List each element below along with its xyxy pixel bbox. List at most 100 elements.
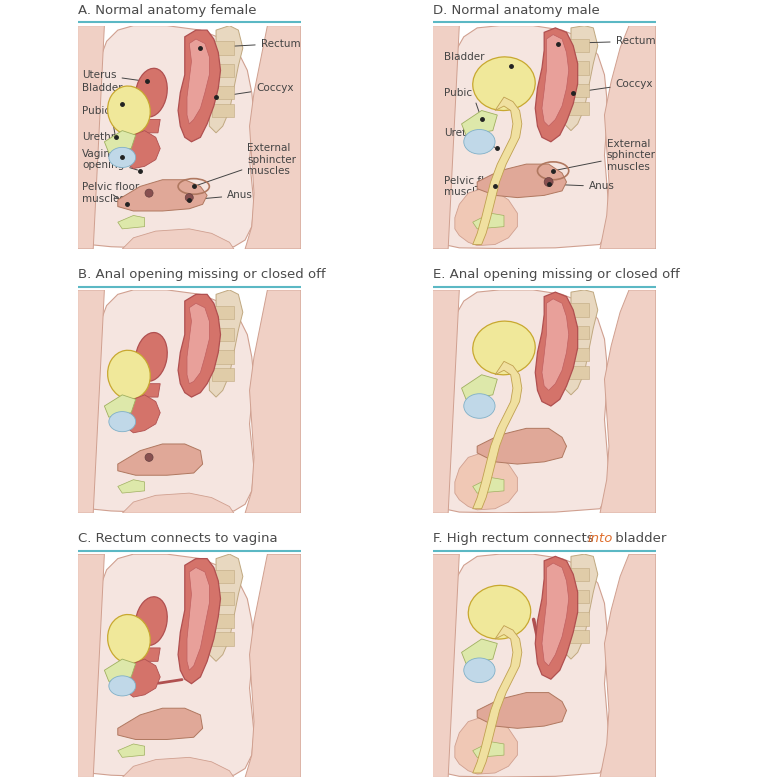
Polygon shape <box>478 428 566 464</box>
Ellipse shape <box>109 676 136 696</box>
Polygon shape <box>211 41 234 55</box>
Text: Pelvic floor
muscles: Pelvic floor muscles <box>443 175 501 197</box>
Text: Pelvic floor
muscles: Pelvic floor muscles <box>82 182 139 204</box>
Polygon shape <box>455 189 518 246</box>
Polygon shape <box>433 26 459 249</box>
Polygon shape <box>105 131 136 153</box>
Polygon shape <box>211 615 234 628</box>
Polygon shape <box>122 131 160 168</box>
Polygon shape <box>209 26 243 133</box>
Polygon shape <box>439 290 609 513</box>
Polygon shape <box>473 626 522 773</box>
Polygon shape <box>566 61 589 75</box>
Ellipse shape <box>464 658 495 683</box>
Ellipse shape <box>464 394 495 418</box>
Polygon shape <box>564 26 598 131</box>
Text: Pubic bone: Pubic bone <box>443 88 501 117</box>
Text: Urethra: Urethra <box>443 128 495 147</box>
Text: A. Normal anatomy female: A. Normal anatomy female <box>77 4 256 16</box>
Polygon shape <box>473 742 504 757</box>
Text: C. Rectum connects to vagina: C. Rectum connects to vagina <box>77 532 277 545</box>
Polygon shape <box>564 290 598 395</box>
Polygon shape <box>566 303 589 316</box>
Polygon shape <box>542 299 568 391</box>
Polygon shape <box>178 294 221 397</box>
Polygon shape <box>535 557 578 679</box>
Polygon shape <box>566 630 589 644</box>
Polygon shape <box>600 26 656 249</box>
Ellipse shape <box>109 147 136 168</box>
Text: Rectum: Rectum <box>203 38 300 49</box>
Polygon shape <box>245 290 301 513</box>
Text: Coccyx: Coccyx <box>219 83 294 96</box>
Circle shape <box>145 453 153 461</box>
Polygon shape <box>140 648 160 662</box>
Polygon shape <box>122 493 234 513</box>
Text: Coccyx: Coccyx <box>576 79 653 92</box>
Polygon shape <box>433 554 459 778</box>
Polygon shape <box>478 164 566 197</box>
Polygon shape <box>77 290 105 513</box>
Polygon shape <box>117 215 145 229</box>
Polygon shape <box>245 26 301 249</box>
Polygon shape <box>211 63 234 77</box>
Text: Vaginal
opening: Vaginal opening <box>82 149 137 171</box>
Circle shape <box>145 189 153 197</box>
Polygon shape <box>566 590 589 603</box>
Polygon shape <box>211 350 234 363</box>
Polygon shape <box>211 592 234 605</box>
Polygon shape <box>478 693 566 728</box>
Polygon shape <box>211 104 234 117</box>
Ellipse shape <box>473 57 535 110</box>
Ellipse shape <box>136 597 168 645</box>
Polygon shape <box>117 180 207 211</box>
Ellipse shape <box>464 129 495 154</box>
Polygon shape <box>542 563 568 666</box>
Polygon shape <box>462 639 497 663</box>
Polygon shape <box>564 554 598 659</box>
Text: bladder: bladder <box>611 532 666 545</box>
Circle shape <box>544 178 553 186</box>
Polygon shape <box>566 366 589 379</box>
Polygon shape <box>535 292 578 406</box>
Text: Anus: Anus <box>192 190 253 200</box>
Polygon shape <box>140 120 160 133</box>
Polygon shape <box>209 554 243 662</box>
Ellipse shape <box>108 86 150 135</box>
Polygon shape <box>211 86 234 99</box>
Text: External
sphincter
muscles: External sphincter muscles <box>196 143 296 186</box>
Text: D. Normal anatomy male: D. Normal anatomy male <box>433 4 600 16</box>
Polygon shape <box>187 303 209 384</box>
Polygon shape <box>211 368 234 381</box>
Polygon shape <box>473 213 504 229</box>
Text: E. Anal opening missing or closed off: E. Anal opening missing or closed off <box>433 268 679 281</box>
Text: Pubic bone: Pubic bone <box>82 106 139 135</box>
Text: External
sphincter
muscles: External sphincter muscles <box>556 139 656 171</box>
Polygon shape <box>542 34 568 126</box>
Polygon shape <box>178 30 221 142</box>
Polygon shape <box>83 26 254 248</box>
Polygon shape <box>187 39 209 124</box>
Text: Rectum: Rectum <box>560 36 655 46</box>
Polygon shape <box>77 26 105 249</box>
Polygon shape <box>117 480 145 493</box>
Polygon shape <box>140 384 160 397</box>
Polygon shape <box>211 328 234 341</box>
Polygon shape <box>535 28 578 142</box>
Polygon shape <box>600 290 656 513</box>
Polygon shape <box>433 290 459 513</box>
Polygon shape <box>455 453 518 510</box>
Text: into: into <box>587 532 613 545</box>
Polygon shape <box>566 84 589 97</box>
Text: B. Anal opening missing or closed off: B. Anal opening missing or closed off <box>77 268 325 281</box>
Polygon shape <box>83 554 254 776</box>
Polygon shape <box>83 290 254 512</box>
Polygon shape <box>178 558 221 684</box>
Polygon shape <box>439 554 609 777</box>
Polygon shape <box>117 708 202 739</box>
Polygon shape <box>122 757 234 778</box>
Polygon shape <box>439 26 609 248</box>
Polygon shape <box>209 290 243 397</box>
Polygon shape <box>187 568 209 670</box>
Polygon shape <box>211 305 234 319</box>
